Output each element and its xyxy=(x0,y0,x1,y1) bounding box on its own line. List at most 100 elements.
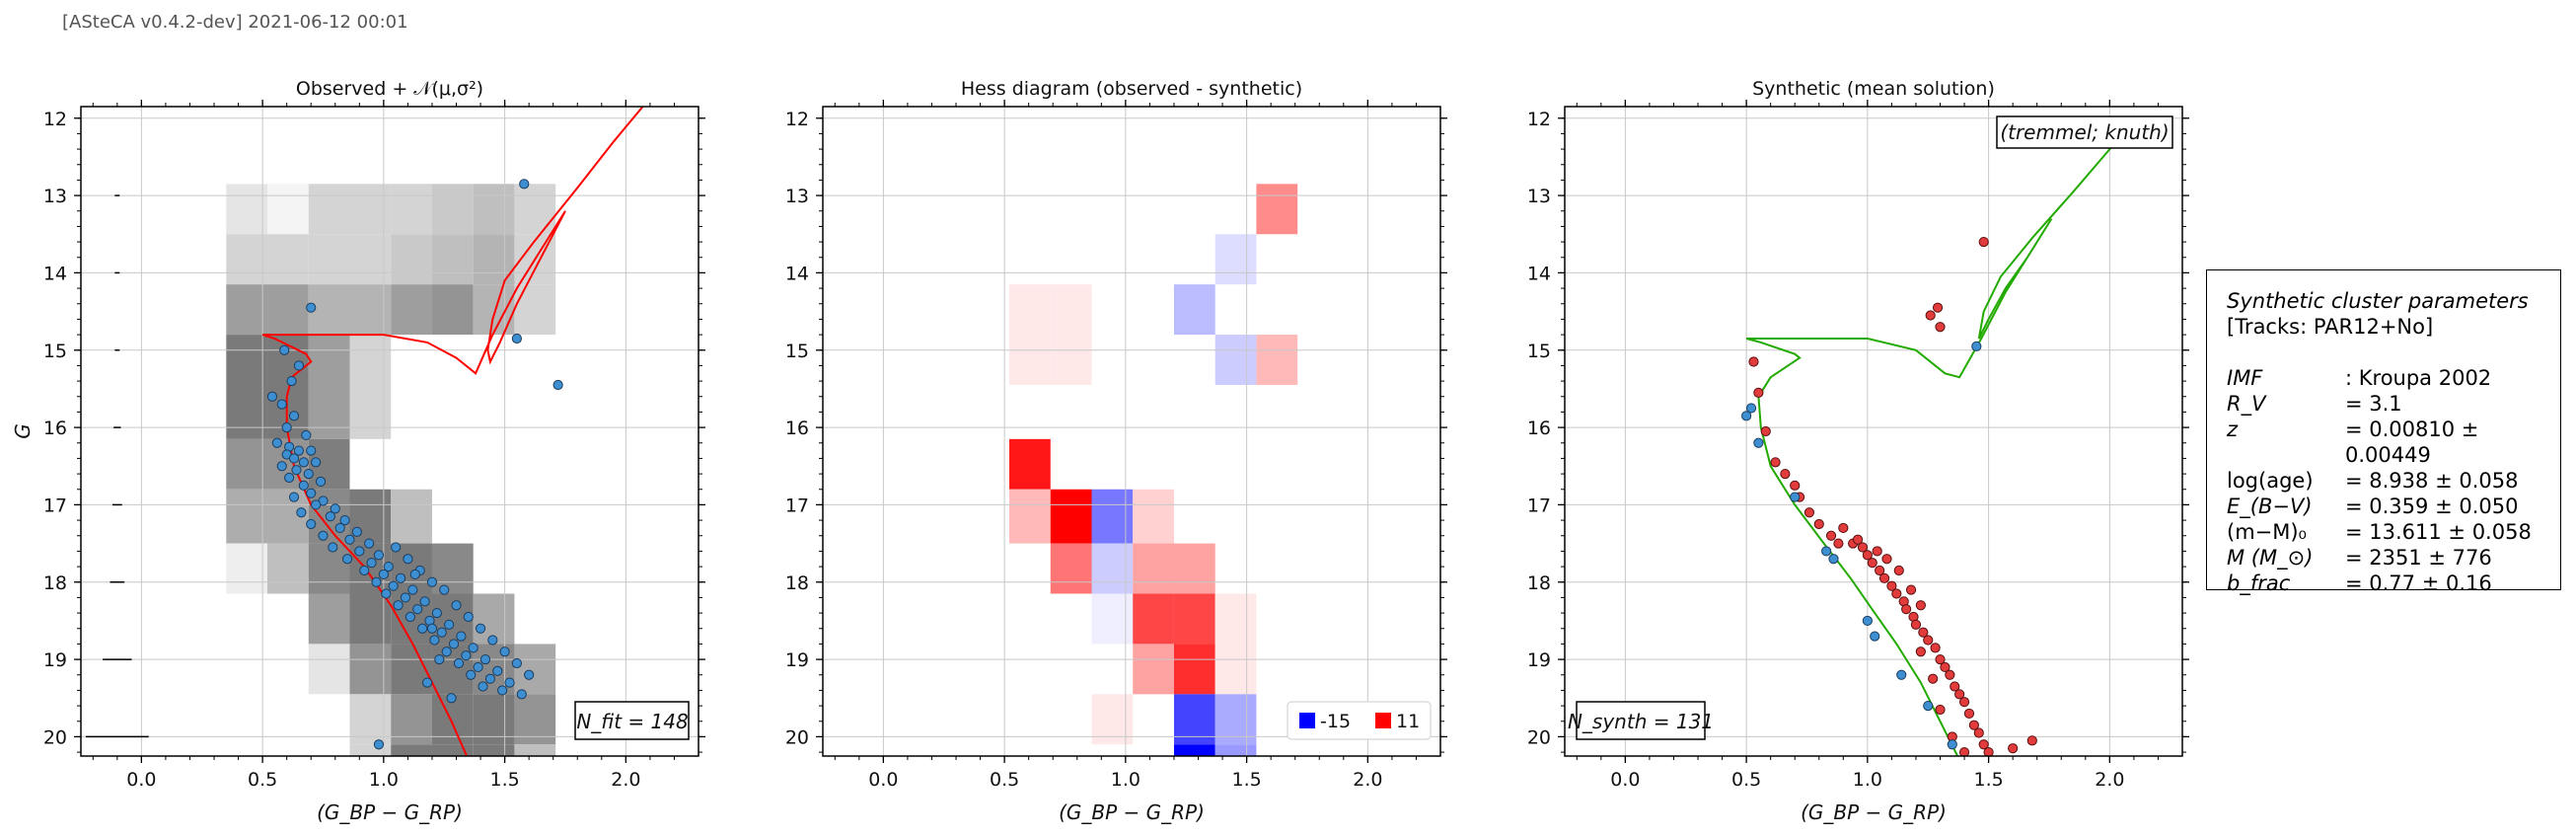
y-tick-label: 14 xyxy=(1527,263,1551,284)
hess-cell xyxy=(1214,593,1257,645)
hess-cell xyxy=(1173,593,1215,645)
hess-cell xyxy=(1173,644,1215,695)
synthetic-point-red xyxy=(1928,673,1939,684)
hess-cell xyxy=(1133,543,1174,594)
data-point xyxy=(318,530,329,541)
synthetic-point-red xyxy=(1862,550,1873,561)
data-point xyxy=(511,333,522,344)
y-tick-label: 16 xyxy=(785,418,809,439)
hist-cell xyxy=(308,184,350,235)
hist-cell xyxy=(514,644,556,695)
data-point xyxy=(303,468,314,480)
hist-cell xyxy=(473,694,515,745)
synthetic-point-red xyxy=(1803,507,1815,518)
data-point xyxy=(393,600,404,611)
parameter-value: = 0.00810 ± 0.00449 xyxy=(2345,418,2479,467)
data-point xyxy=(516,689,527,700)
data-point xyxy=(266,391,278,402)
data-point xyxy=(499,647,510,657)
data-point xyxy=(395,572,406,583)
data-point xyxy=(341,554,353,565)
synthetic-point-red xyxy=(1968,720,1979,730)
hist-cell xyxy=(267,184,309,235)
hess-legend: -15 11 xyxy=(1287,701,1432,740)
hist-cell xyxy=(391,184,432,235)
x-tick-label: 0.5 xyxy=(990,769,1019,791)
data-point xyxy=(288,453,300,464)
panel-2-title: Hess diagram (observed - synthetic) xyxy=(961,78,1302,100)
legend-swatch-neg xyxy=(1299,713,1315,728)
parameter-row: (m−M)₀ = 13.611 ± 0.058 xyxy=(2227,519,2540,545)
hist-cell xyxy=(349,385,392,439)
hist-cell xyxy=(391,284,432,336)
data-point xyxy=(492,665,503,676)
x-tick-label: 1.5 xyxy=(1973,769,2003,791)
parameters-box: Synthetic cluster parameters [Tracks: PA… xyxy=(2206,269,2561,595)
frame-panel-1: 0.0 0.5 1.0 1.5 2.0 12 13 14 15 16 17 18 19 20 Observe… xyxy=(11,78,705,824)
data-point xyxy=(453,657,465,669)
data-point xyxy=(284,472,295,484)
header-text: [ASteCA v0.4.2-dev] 2021-06-12 00:01 xyxy=(62,12,408,33)
x-tick-label: 0.0 xyxy=(1610,769,1640,791)
synthetic-point-red xyxy=(2026,735,2037,746)
hess-cell xyxy=(1256,184,1298,235)
hess-cell xyxy=(1256,335,1298,385)
hess-cell xyxy=(1091,543,1134,594)
parameter-value: = 0.77 ± 0.16 xyxy=(2345,571,2492,595)
data-point xyxy=(373,550,385,561)
hist-cell xyxy=(514,694,556,745)
plot-frame xyxy=(822,106,1441,757)
data-point xyxy=(391,542,402,553)
hist-cell xyxy=(226,284,268,336)
hist-cell xyxy=(431,234,474,285)
parameter-row: R_V = 3.1 xyxy=(2227,391,2540,417)
parameter-value: = 13.611 ± 0.058 xyxy=(2345,520,2532,544)
x-tick-label: 1.0 xyxy=(1853,769,1882,791)
synthetic-point-blue xyxy=(1923,700,1934,712)
synthetic-point-blue xyxy=(1947,739,1957,750)
hist-cell xyxy=(308,385,350,439)
hist-cell xyxy=(514,284,556,336)
synthetic-point-red xyxy=(1893,565,1904,576)
annotation-text: N_synth = 131 xyxy=(1568,710,1714,733)
hess-cell xyxy=(1091,593,1134,645)
x-axis-label: (G_BP − G_RP) xyxy=(1059,800,1205,824)
hist-cell xyxy=(308,234,350,285)
data-point xyxy=(288,411,300,421)
synthetic-point-red xyxy=(1901,604,1912,615)
x-axis-label: (G_BP − G_RP) xyxy=(1801,800,1947,824)
hess-cell xyxy=(1050,489,1092,544)
hist-cell xyxy=(267,335,309,385)
y-tick-label: 12 xyxy=(785,109,809,130)
synthetic-point-red xyxy=(1780,468,1791,480)
x-tick-label: 1.5 xyxy=(1231,769,1261,791)
hist-cell xyxy=(431,744,474,756)
data-point xyxy=(552,379,563,391)
synthetic-point-blue xyxy=(1896,669,1907,680)
data-point xyxy=(286,375,297,387)
hess-cell xyxy=(1173,694,1215,745)
synthetic-point-red xyxy=(1838,522,1849,534)
y-tick-label: 19 xyxy=(43,649,67,671)
parameter-value: = 0.359 ± 0.050 xyxy=(2345,495,2519,518)
hist-cell xyxy=(226,543,268,594)
hess-cell xyxy=(1214,744,1257,756)
data-point xyxy=(288,492,300,502)
legend-label-pos: 11 xyxy=(1396,711,1420,732)
hist-cell xyxy=(349,744,392,756)
data-point xyxy=(306,302,317,313)
hess-cell xyxy=(1173,284,1215,336)
synthetic-point-blue xyxy=(1821,546,1832,557)
data-point xyxy=(487,635,498,646)
hist-cell xyxy=(308,593,350,645)
y-axis-label: G xyxy=(11,423,35,439)
synthetic-point-red xyxy=(1935,653,1946,665)
axes-panel-1 xyxy=(81,107,699,756)
hist-cell xyxy=(514,744,556,756)
y-tick-label: 20 xyxy=(785,726,809,748)
data-point xyxy=(378,569,389,580)
synthetic-point-red xyxy=(2008,743,2019,754)
data-point xyxy=(364,538,375,549)
parameter-row: z = 0.00810 ± 0.00449 xyxy=(2227,417,2540,468)
